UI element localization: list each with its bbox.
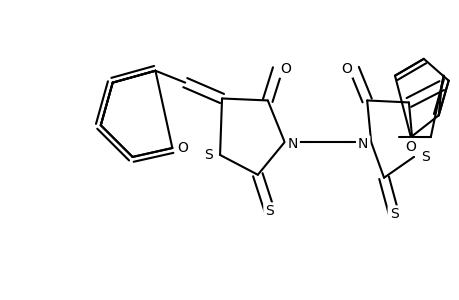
Text: N: N — [357, 137, 368, 151]
Text: O: O — [280, 62, 291, 76]
Text: N: N — [287, 137, 297, 151]
Text: S: S — [389, 207, 397, 221]
Text: O: O — [340, 62, 351, 76]
Text: S: S — [203, 148, 212, 162]
Text: O: O — [176, 141, 187, 155]
Text: O: O — [404, 140, 415, 154]
Text: S: S — [265, 204, 274, 218]
Text: S: S — [420, 150, 429, 164]
